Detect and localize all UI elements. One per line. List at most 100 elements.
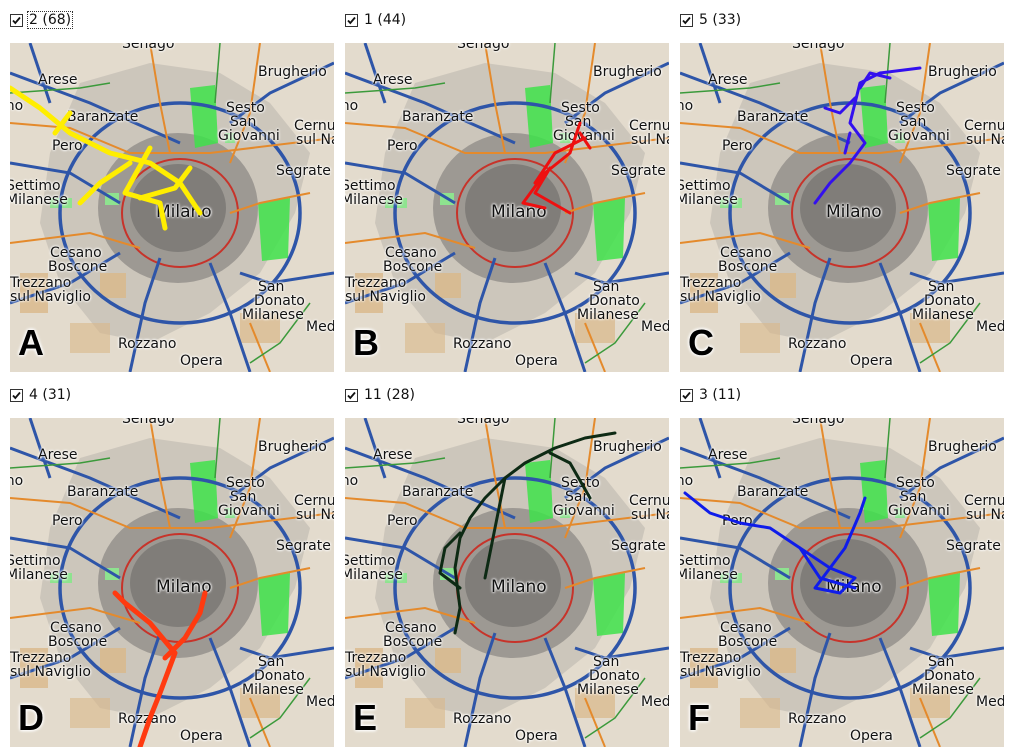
track-visibility-checkbox[interactable]	[345, 388, 358, 402]
map-view[interactable]: Senago Arese Rho Brugherio Baranzate Ses…	[345, 418, 669, 747]
place-label-sesto-san: San	[565, 489, 592, 505]
place-label-brugherio: Brugherio	[593, 64, 662, 80]
place-label-baranzate: Baranzate	[402, 109, 474, 125]
place-label-brugherio: Brugherio	[928, 439, 997, 455]
place-label-baranzate: Baranzate	[67, 484, 139, 500]
place-label-med: Med	[976, 694, 1004, 710]
map-view[interactable]: Senago Arese Rho Brugherio Baranzate Ses…	[10, 418, 334, 747]
place-label-cesano-boscone: Boscone	[48, 634, 108, 650]
track-visibility-checkbox[interactable]	[345, 13, 358, 27]
place-label-sesto: Sesto	[896, 475, 935, 491]
panel-letter: C	[688, 322, 714, 363]
checkmark-icon	[347, 391, 356, 399]
base-map	[10, 418, 334, 747]
place-label-donato: Donato	[924, 293, 975, 309]
place-label-rozzano: Rozzano	[453, 336, 512, 352]
checkmark-icon	[682, 16, 691, 24]
place-label-segrate: Segrate	[611, 538, 666, 554]
place-label-cernusco: Cernusco	[964, 493, 1004, 509]
track-label[interactable]: 11 (28)	[364, 387, 416, 403]
track-label[interactable]: 5 (33)	[699, 12, 742, 28]
place-label-milano: Milano	[826, 202, 882, 222]
track-visibility-checkbox[interactable]	[10, 388, 23, 402]
track-visibility-checkbox[interactable]	[680, 13, 693, 27]
place-label-donato: Donato	[589, 668, 640, 684]
place-label-trezzano: Trezzano	[10, 275, 72, 291]
place-label-trezzano-naviglio: sul Naviglio	[345, 289, 426, 305]
place-label-donato-milanese: Milanese	[912, 682, 974, 698]
place-label-pero: Pero	[52, 513, 83, 529]
place-label-cesano-boscone: Boscone	[718, 634, 778, 650]
place-label-settimo: Settimo	[10, 553, 61, 569]
place-label-baranzate: Baranzate	[737, 109, 809, 125]
track-panel-e: 11 (28)	[335, 375, 669, 747]
gps-track-line	[683, 491, 867, 595]
place-label-pero: Pero	[387, 513, 418, 529]
place-label-cesano-boscone: Boscone	[48, 259, 108, 275]
map-view[interactable]: Senago Arese Rho Brugherio Baranzate Ses…	[680, 418, 1004, 747]
place-label-senago: Senago	[122, 418, 175, 427]
place-label-cesano: Cesano	[50, 245, 102, 261]
place-label-sesto-giovanni: Giovanni	[553, 503, 615, 519]
panel-header: 11 (28)	[335, 375, 669, 415]
place-label-rho: Rho	[345, 98, 359, 114]
place-label-arese: Arese	[373, 447, 413, 463]
base-map	[680, 43, 1004, 372]
place-label-sesto-giovanni: Giovanni	[888, 128, 950, 144]
place-label-san-donato: San	[593, 654, 620, 670]
place-label-opera: Opera	[850, 353, 893, 369]
map-view[interactable]: Senago Arese Rho Brugherio Baranzate Ses…	[345, 43, 669, 372]
track-label[interactable]: 3 (11)	[699, 387, 742, 403]
place-label-trezzano: Trezzano	[680, 275, 742, 291]
place-label-rho: Rho	[10, 473, 24, 489]
track-visibility-checkbox[interactable]	[10, 13, 23, 27]
track-label[interactable]: 4 (31)	[29, 387, 72, 403]
place-label-med: Med	[641, 319, 669, 335]
track-visibility-checkbox[interactable]	[680, 388, 693, 402]
place-label-opera: Opera	[515, 728, 558, 744]
place-label-rho: Rho	[10, 98, 24, 114]
place-label-settimo-milanese: Milanese	[10, 192, 68, 208]
place-label-baranzate: Baranzate	[402, 484, 474, 500]
place-label-donato-milanese: Milanese	[912, 307, 974, 323]
place-label-rozzano: Rozzano	[453, 711, 512, 727]
place-label-settimo: Settimo	[345, 553, 396, 569]
gps-track-line	[112, 590, 208, 747]
checkmark-icon	[12, 391, 21, 399]
track-label[interactable]: 1 (44)	[364, 12, 407, 28]
place-label-segrate: Segrate	[276, 538, 331, 554]
place-label-cernusco-naviglio: sul Naviglio	[966, 132, 1004, 148]
place-label-settimo-milanese: Milanese	[345, 192, 403, 208]
panel-header: 4 (31)	[0, 375, 334, 415]
place-label-donato: Donato	[589, 293, 640, 309]
place-label-segrate: Segrate	[611, 163, 666, 179]
place-label-med: Med	[306, 694, 334, 710]
place-label-milano: Milano	[156, 577, 212, 597]
place-label-sesto-san: San	[230, 114, 257, 130]
place-label-cesano: Cesano	[385, 245, 437, 261]
panel-header: 1 (44)	[335, 0, 669, 40]
place-label-baranzate: Baranzate	[67, 109, 139, 125]
place-label-donato: Donato	[254, 293, 305, 309]
place-label-donato-milanese: Milanese	[577, 307, 639, 323]
panel-letter: B	[353, 322, 379, 363]
place-label-sesto-giovanni: Giovanni	[218, 503, 280, 519]
checkmark-icon	[682, 391, 691, 399]
place-label-donato-milanese: Milanese	[577, 682, 639, 698]
place-label-sesto-giovanni: Giovanni	[218, 128, 280, 144]
place-label-cesano: Cesano	[720, 620, 772, 636]
place-label-trezzano: Trezzano	[10, 650, 72, 666]
place-label-san-donato: San	[258, 654, 285, 670]
map-view[interactable]: Senago Arese Rho Brugherio Baranzate Ses…	[680, 43, 1004, 372]
map-view[interactable]: Senago Arese Rho Brugherio Baranzate Ses…	[10, 43, 334, 372]
place-label-sesto-giovanni: Giovanni	[553, 128, 615, 144]
place-label-opera: Opera	[180, 728, 223, 744]
place-label-cesano-boscone: Boscone	[718, 259, 778, 275]
gps-track-line	[438, 431, 617, 635]
place-label-cernusco-naviglio: sul Naviglio	[296, 132, 334, 148]
track-label[interactable]: 2 (68)	[26, 11, 74, 29]
place-label-senago: Senago	[457, 418, 510, 427]
place-label-san-donato: San	[928, 654, 955, 670]
place-label-segrate: Segrate	[276, 163, 331, 179]
place-label-trezzano: Trezzano	[345, 650, 407, 666]
